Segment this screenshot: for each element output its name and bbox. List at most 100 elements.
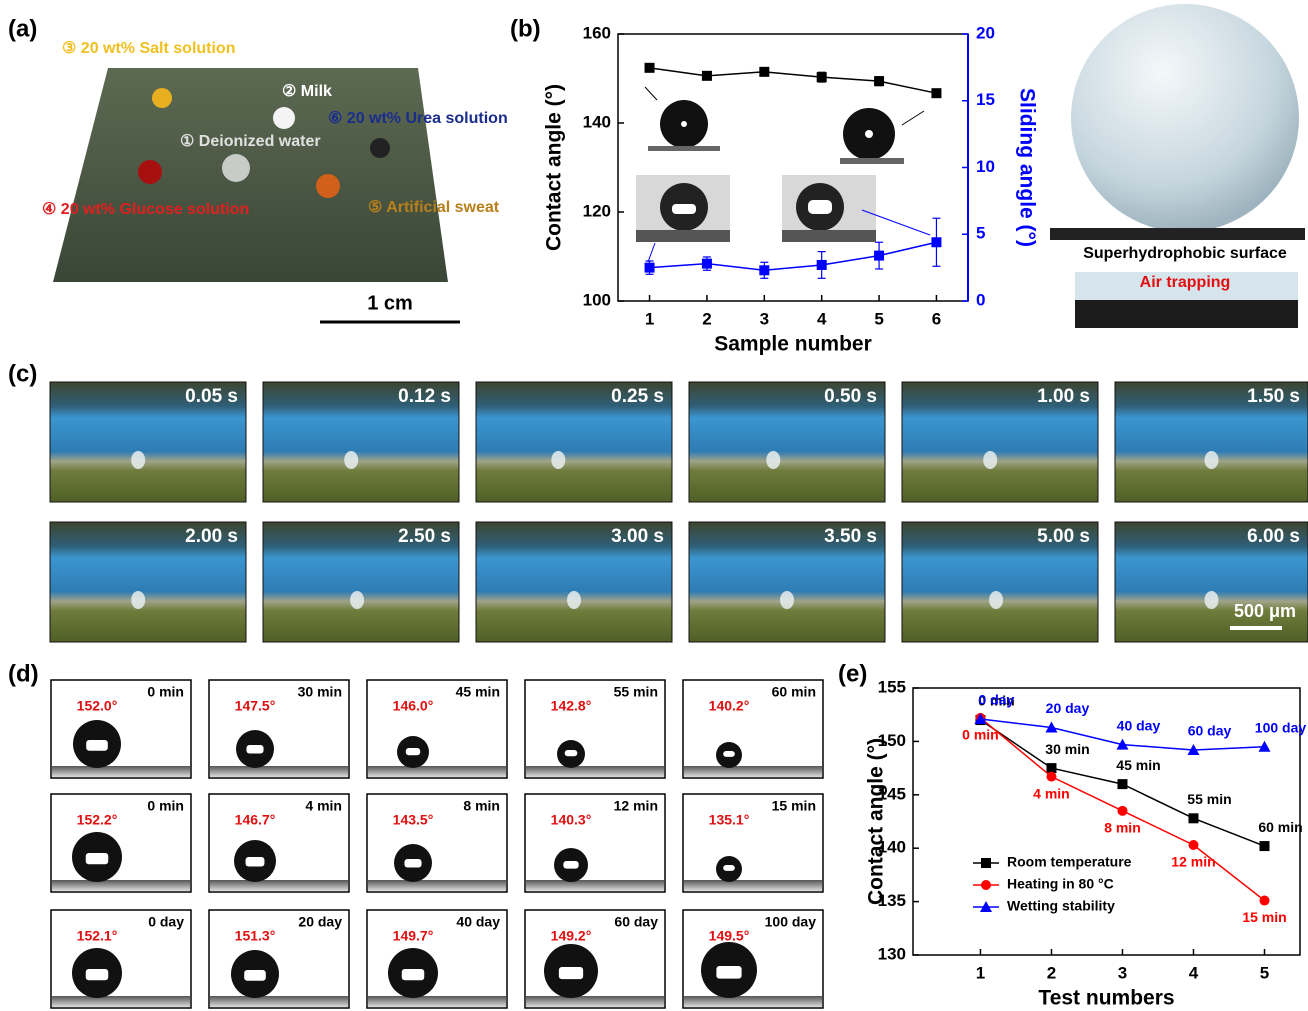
series-line [650, 242, 937, 270]
droplet-glint [723, 865, 735, 871]
droplet [766, 451, 780, 469]
x-tick-label: 4 [1189, 963, 1199, 982]
marker [645, 63, 655, 73]
droplet [1205, 591, 1219, 609]
time-label: 2.00 s [185, 526, 238, 547]
inset-base [648, 146, 720, 151]
point-label: 20 day [1046, 700, 1090, 716]
droplet [344, 451, 358, 469]
surface-label: Superhydrophobic surface [1083, 245, 1287, 262]
point-label: 30 min [1045, 741, 1089, 757]
time-label: 15 min [772, 798, 816, 814]
time-label: 0 day [148, 914, 184, 930]
point-label: 60 min [1258, 819, 1302, 835]
panel-label: (c) [8, 360, 37, 387]
marker [931, 237, 941, 247]
angle-label: 146.0° [393, 698, 434, 714]
x-tick-label: 3 [1118, 963, 1127, 982]
droplet-glint [565, 750, 578, 756]
droplet [131, 591, 145, 609]
droplet-glint [563, 861, 578, 869]
droplet-glint [244, 970, 266, 981]
y2-tick-label: 10 [976, 157, 995, 176]
angle-label: 149.5° [709, 928, 750, 944]
point-label: 0 day [979, 692, 1015, 708]
angle-label: 135.1° [709, 812, 750, 828]
y2-tick-label: 20 [976, 23, 995, 42]
y2-axis-label: Sliding angle (°) [1015, 88, 1038, 247]
x-tick-label: 2 [702, 309, 711, 328]
time-label: 0 min [147, 684, 184, 700]
droplet-glint [86, 969, 109, 980]
point-label: 40 day [1117, 717, 1161, 733]
y-axis-label: Contact angle (°) [865, 738, 888, 905]
droplet [316, 174, 340, 198]
point-label: 60 day [1188, 723, 1232, 739]
angle-label: 140.3° [551, 812, 592, 828]
angle-label: 149.7° [393, 928, 434, 944]
substrate [526, 996, 664, 1007]
droplet-glint [404, 859, 421, 868]
angle-label: 152.0° [77, 698, 118, 714]
time-label: 1.50 s [1247, 386, 1300, 407]
substrate [210, 880, 348, 891]
time-label: 0.50 s [824, 386, 877, 407]
droplet [350, 591, 364, 609]
time-label: 40 day [456, 914, 500, 930]
marker [1117, 779, 1127, 789]
point-label: 4 min [1033, 785, 1070, 801]
insets [636, 87, 930, 262]
marker [1259, 841, 1269, 851]
y-tick-label: 100 [583, 290, 611, 309]
marker [702, 71, 712, 81]
x-tick-label: 5 [1260, 963, 1269, 982]
panel-label: (b) [510, 15, 541, 42]
substrate [526, 766, 664, 777]
y-tick-label: 160 [583, 23, 611, 42]
inset-base [782, 230, 876, 242]
air-label: Air trapping [1140, 274, 1231, 291]
time-label: 0.25 s [611, 386, 664, 407]
substrate [526, 880, 664, 891]
legend-label: Room temperature [1007, 854, 1132, 870]
inset-base [840, 158, 904, 164]
time-label: 3.50 s [824, 526, 877, 547]
droplet [370, 138, 390, 158]
y2-tick-label: 5 [976, 224, 985, 243]
arrow [902, 111, 924, 125]
x-tick-label: 2 [1047, 963, 1056, 982]
point-label: 8 min [1104, 820, 1141, 836]
time-label: 30 min [298, 684, 342, 700]
photo-a [53, 68, 448, 282]
scale-bar-label: 500 μm [1234, 601, 1296, 621]
marker [874, 76, 884, 86]
droplet-label: ① Deionized water [180, 133, 321, 150]
legend-marker [981, 858, 991, 868]
time-label: 0.12 s [398, 386, 451, 407]
point-label: 15 min [1242, 909, 1286, 925]
x-axis-label: Test numbers [1038, 987, 1174, 1010]
page: (a) (b) (c) (d) (e) ③ 20 wt% Salt soluti… [0, 0, 1308, 1011]
droplet-label: ⑥ 20 wt% Urea solution [328, 110, 508, 127]
angle-label: 152.1° [77, 928, 118, 944]
marker [1188, 840, 1198, 850]
angle-label: 140.2° [709, 698, 750, 714]
x-tick-label: 4 [817, 309, 827, 328]
droplet-label: ③ 20 wt% Salt solution [62, 40, 235, 57]
droplet-label: ② Milk [282, 83, 332, 100]
substrate [684, 996, 822, 1007]
point-label: 45 min [1116, 757, 1160, 773]
time-label: 1.00 s [1037, 386, 1090, 407]
fabric [53, 68, 448, 282]
x-axis-label: Sample number [714, 333, 872, 356]
droplet [780, 591, 794, 609]
x-tick-label: 1 [976, 963, 985, 982]
time-label: 55 min [614, 684, 658, 700]
time-label: 4 min [305, 798, 342, 814]
time-label: 60 day [614, 914, 658, 930]
figure: (a) (b) (c) (d) (e) ③ 20 wt% Salt soluti… [0, 0, 1308, 1011]
droplet [152, 88, 172, 108]
angle-label: 143.5° [393, 812, 434, 828]
time-label: 45 min [456, 684, 500, 700]
marker [1117, 806, 1127, 816]
